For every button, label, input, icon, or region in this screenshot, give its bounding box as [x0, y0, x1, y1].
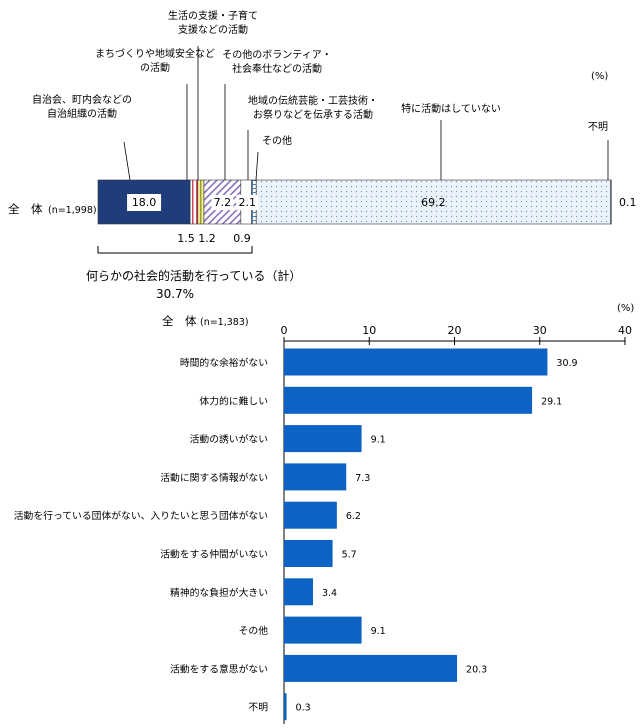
leader-line-1	[123, 141, 131, 181]
value-label-6: 5.7	[342, 550, 357, 561]
stacked-segments	[97, 179, 612, 225]
bottom-unit-label: (%)	[617, 303, 634, 314]
value-label-5: 6.2	[346, 511, 361, 522]
value-label-4: 7.3	[355, 473, 370, 484]
segment-label-line: 自治組織の活動	[47, 107, 117, 120]
segment-8	[610, 179, 612, 225]
value-label-10: 0.3	[296, 703, 311, 714]
segment-label-line: その他のボランティア・	[222, 48, 331, 61]
bottom-group-n: (n=1,383)	[200, 317, 249, 328]
segment-value-2: 1.5	[177, 232, 195, 245]
segment-label-4: その他のボランティア・社会奉仕などの活動	[222, 48, 331, 75]
segment-label-8: 不明	[588, 121, 608, 133]
category-label-5: 活動を行っている団体がない、入りたいと思う団体がない	[14, 509, 268, 522]
summary-bracket	[97, 246, 253, 254]
x-tick-label: 20	[448, 324, 462, 337]
stacked-bar-chart: (%) 全 体 (n=1,998) 自治会、町内会などの自治組織の活動 まちづくり…	[8, 9, 637, 301]
summary-line1: 何らかの社会的活動を行っている（計）	[86, 268, 301, 283]
bar-9	[284, 654, 458, 682]
bar-10	[284, 693, 287, 721]
segment-value-5: 2.1	[238, 196, 256, 209]
segment-label-5: 地域の伝統芸能・工芸技術・お祭りなどを伝承する活動	[248, 94, 378, 121]
segment-label-3: 生活の支援・子育て支援などの活動	[168, 9, 258, 36]
segment-label-line: 自治会、町内会などの	[32, 93, 132, 106]
x-tick-label: 30	[533, 324, 547, 337]
bar-5	[284, 501, 337, 529]
segment-2	[189, 179, 199, 225]
value-label-bg	[236, 195, 259, 210]
bottom-group-label: 全 体	[162, 314, 197, 328]
category-labels: 時間的な余裕がない体力的に難しい活動の誘いがない活動に関する情報がない活動を行っ…	[14, 356, 268, 714]
value-label-7: 3.4	[322, 588, 337, 599]
bars	[284, 348, 548, 721]
segment-label-line: の活動	[140, 61, 170, 74]
value-label-2: 29.1	[541, 396, 562, 407]
bar-3	[284, 425, 362, 453]
summary-line2: 30.7%	[156, 287, 194, 301]
value-label-bg	[127, 194, 162, 211]
segment-label-7: 特に活動はしていない	[401, 102, 501, 115]
segment-value-labels: 18.0 1.5 1.2 7.2 2.1 0.9 69.2 0.1	[127, 194, 637, 245]
segment-label-line: その他	[262, 134, 292, 147]
category-label-8: その他	[239, 624, 269, 637]
segment-label-line: お祭りなどを伝承する活動	[253, 108, 373, 121]
top-row-n: (n=1,998)	[48, 205, 97, 216]
category-label-3: 活動の誘いがない	[190, 433, 268, 446]
category-label-1: 時間的な余裕がない	[180, 356, 268, 369]
bar-6	[284, 540, 333, 567]
category-label-9: 活動をする意思がない	[170, 662, 268, 675]
category-label-6: 活動をする仲間がいない	[160, 548, 268, 561]
segment-7	[255, 179, 611, 225]
value-label-3: 9.1	[371, 435, 386, 446]
segment-value-1: 18.0	[132, 196, 157, 209]
segment-label-line: 生活の支援・子育て	[168, 9, 258, 22]
value-label-9: 20.3	[466, 664, 487, 675]
bar-7	[284, 578, 313, 606]
category-label-10: 不明	[248, 702, 268, 714]
segment-label-line: 不明	[588, 121, 608, 133]
segment-value-4: 7.2	[214, 196, 232, 209]
segment-value-7: 69.2	[421, 196, 446, 209]
bar-2	[284, 386, 533, 414]
segment-label-line: まちづくりや地域安全など	[95, 47, 215, 60]
leader-line-6	[255, 151, 259, 181]
segment-label-line: 特に活動はしていない	[401, 102, 501, 115]
value-label-bg	[211, 195, 234, 210]
segment-category-labels: 自治会、町内会などの自治組織の活動 まちづくりや地域安全などの活動 生活の支援・子育…	[32, 9, 609, 181]
value-label-8: 9.1	[371, 626, 386, 637]
x-axis: 0 10 20 30 40	[281, 324, 632, 724]
segment-3	[197, 179, 205, 225]
category-label-4: 活動に関する情報がない	[160, 471, 268, 484]
bar-1	[284, 348, 548, 376]
segment-label-2: まちづくりや地域安全などの活動	[95, 47, 215, 74]
category-label-7: 精神的な負担が大きい	[170, 586, 268, 599]
segment-label-line: 社会奉仕などの活動	[232, 62, 322, 75]
segment-value-6: 0.9	[233, 232, 251, 245]
value-label-1: 30.9	[556, 358, 577, 369]
category-label-2: 体力的に難しい	[199, 394, 268, 407]
segment-value-8: 0.1	[619, 196, 637, 209]
segment-label-1: 自治会、町内会などの自治組織の活動	[32, 93, 132, 120]
top-unit-label: (%)	[591, 71, 608, 82]
bar-4	[284, 463, 347, 491]
segment-label-line: 支援などの活動	[178, 23, 248, 36]
top-row-label: 全 体	[8, 202, 43, 216]
segment-value-3: 1.2	[198, 232, 216, 245]
value-labels: 30.9 29.1 9.1 7.3 6.2 5.7 3.4 9.1 20.3 0.3	[296, 358, 578, 714]
x-tick-label: 10	[362, 324, 376, 337]
bar-8	[284, 616, 362, 644]
x-tick-label: 40	[618, 324, 632, 337]
segment-label-6: その他	[262, 134, 292, 147]
horizontal-bar-chart: (%) 全 体 (n=1,383) 0 10 20 30 40 時間的な余裕がない体力的…	[14, 303, 634, 724]
segment-label-line: 地域の伝統芸能・工芸技術・	[248, 94, 378, 107]
x-tick-label: 0	[281, 324, 288, 337]
